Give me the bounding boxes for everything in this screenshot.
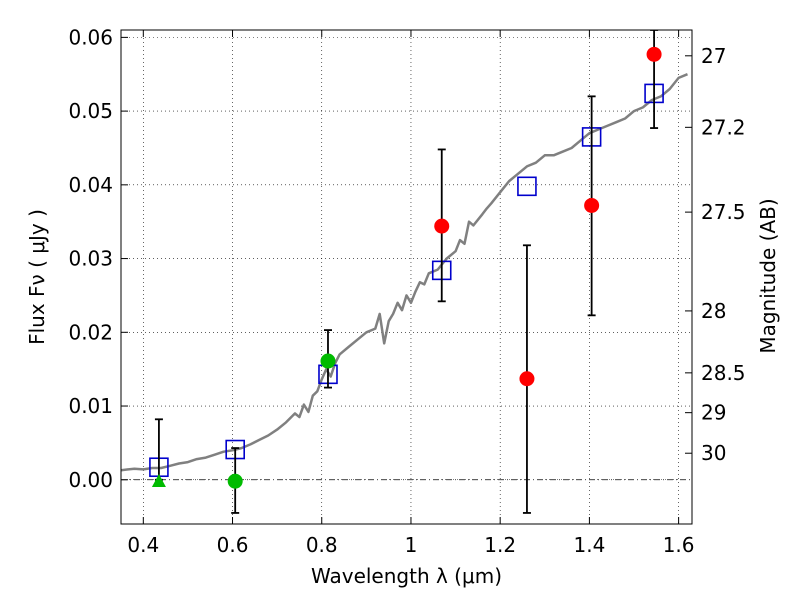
y2-tick-label: 29 bbox=[701, 401, 726, 425]
x-tick-label: 0.4 bbox=[127, 533, 159, 557]
y-tick-label: 0.04 bbox=[68, 173, 113, 197]
grid bbox=[121, 30, 692, 524]
y2-tick-label: 28.5 bbox=[701, 361, 746, 385]
y2-tick-label: 27.2 bbox=[701, 115, 746, 139]
y-tick-label: 0.06 bbox=[68, 25, 113, 49]
y2-axis-label: Magnitude (AB) bbox=[756, 198, 780, 353]
y-tick-label: 0.02 bbox=[68, 320, 113, 344]
observed-flux-point bbox=[646, 46, 662, 62]
y2-tick-label: 28 bbox=[701, 299, 726, 323]
y-tick-label: 0.00 bbox=[68, 468, 113, 492]
model-spectrum-line bbox=[121, 73, 688, 472]
observed-flux-point bbox=[227, 473, 243, 489]
upper-limit-triangle bbox=[151, 473, 166, 487]
error-bar bbox=[154, 418, 163, 481]
y2-tick-label: 27 bbox=[701, 44, 726, 68]
y2-axis: 27 27.2 27.5 28 28.5 29 30 bbox=[685, 44, 746, 465]
x-axis-label: Wavelength λ (μm) bbox=[311, 564, 502, 588]
x-tick-label: 1.2 bbox=[484, 533, 516, 557]
observed-flux-point bbox=[434, 218, 450, 234]
x-tick-label: 1.6 bbox=[663, 533, 695, 557]
y2-tick-label: 27.5 bbox=[701, 200, 746, 224]
x-tick-label: 0.8 bbox=[306, 533, 338, 557]
observed-flux-point bbox=[320, 353, 336, 369]
error-bar bbox=[650, 30, 659, 129]
y-tick-label: 0.03 bbox=[68, 247, 113, 271]
y-axis-label: Flux Fν ( μJy ) bbox=[25, 209, 49, 345]
y-axis: 0.00 0.01 0.02 0.03 0.04 0.05 0.06 bbox=[68, 25, 128, 492]
x-tick-label: 1 bbox=[405, 533, 418, 557]
y2-tick-label: 30 bbox=[701, 441, 726, 465]
observed-flux-point bbox=[584, 197, 600, 213]
plot-frame bbox=[120, 29, 693, 525]
y-tick-label: 0.05 bbox=[68, 99, 113, 123]
y-tick-label: 0.01 bbox=[68, 394, 113, 418]
x-axis: 0.4 0.6 0.8 1 1.2 1.4 1.6 bbox=[127, 30, 695, 557]
plot-area bbox=[121, 30, 688, 514]
model-photometry-square bbox=[517, 176, 537, 197]
x-tick-label: 0.6 bbox=[217, 533, 249, 557]
observed-flux-point bbox=[519, 371, 535, 387]
x-tick-label: 1.4 bbox=[573, 533, 605, 557]
